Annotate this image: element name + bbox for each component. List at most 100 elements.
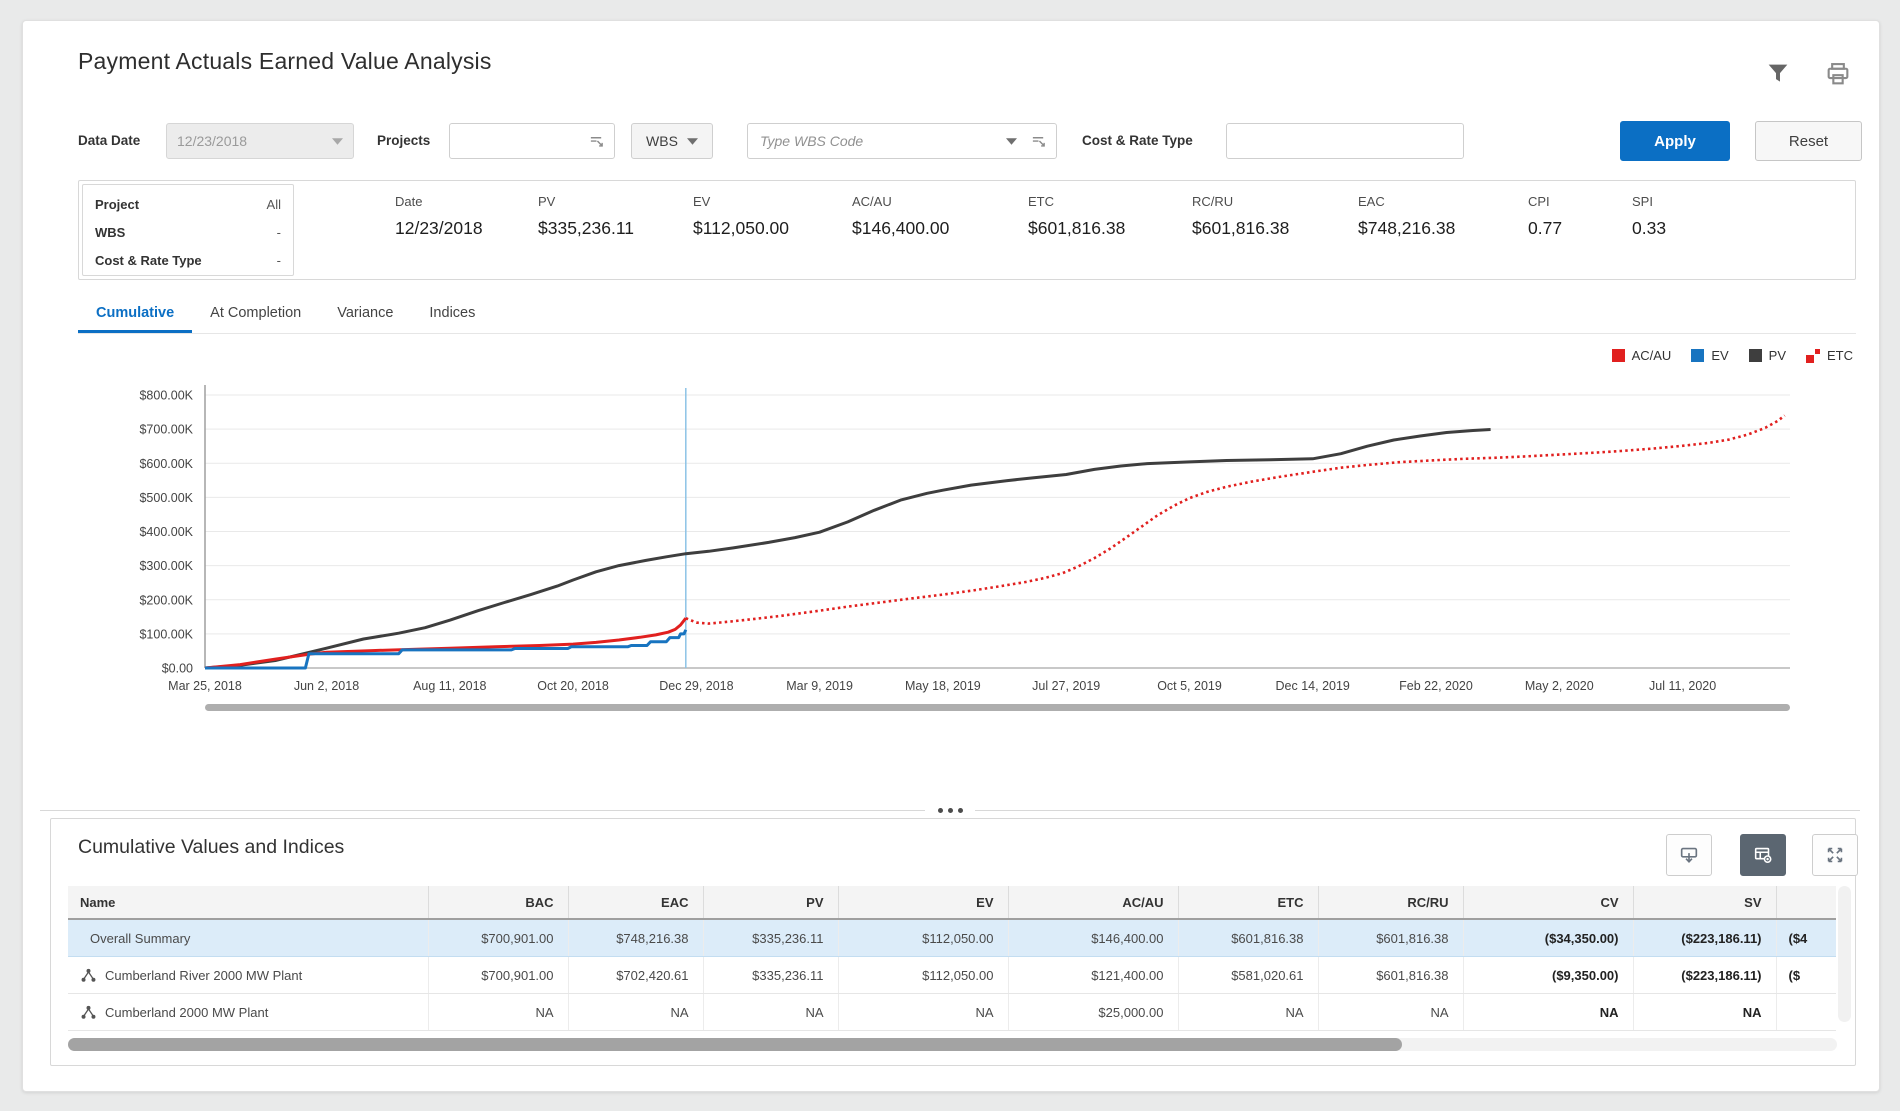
wbs-dropdown-label: WBS <box>646 133 678 149</box>
y-tick-label: $600.00K <box>139 457 193 471</box>
x-tick-label: May 18, 2019 <box>905 679 981 693</box>
summary-metric-value: $146,400.00 <box>852 218 950 238</box>
cost-rate-type-input[interactable] <box>1237 132 1453 150</box>
x-tick-label: Oct 5, 2019 <box>1157 679 1222 693</box>
legend-item-ac-au[interactable]: AC/AU <box>1611 348 1672 363</box>
legend-swatch-dotted <box>1806 348 1820 363</box>
column-header-blank[interactable] <box>1776 886 1836 920</box>
wbs-dropdown-button[interactable]: WBS <box>631 123 713 159</box>
summary-metric-ev: EV $112,050.00 <box>693 194 789 239</box>
column-header-ev[interactable]: EV <box>838 886 1009 920</box>
column-header-ac-au[interactable]: AC/AU <box>1008 886 1179 920</box>
summary-scope-row: Cost & Rate Type - <box>83 246 293 274</box>
projects-label: Projects <box>377 133 431 148</box>
summary-scope-label: WBS <box>95 224 126 240</box>
summary-metric-value: $601,816.38 <box>1028 218 1126 238</box>
column-header-etc[interactable]: ETC <box>1178 886 1319 920</box>
series-line-etc <box>685 414 1786 625</box>
grid-cell: $112,050.00 <box>838 919 1009 957</box>
summary-metric-value: $112,050.00 <box>693 218 790 238</box>
projects-input[interactable] <box>460 132 589 150</box>
tab-cumulative[interactable]: Cumulative <box>78 296 193 333</box>
grid-cell: $702,420.61 <box>568 956 704 994</box>
wbs-code-input[interactable] <box>758 132 1006 150</box>
vertical-scrollbar-track[interactable] <box>1838 886 1851 1022</box>
tab-bar: Cumulative At Completion Variance Indices <box>78 296 1856 334</box>
grid-cell: NA <box>1178 993 1319 1031</box>
grid-row[interactable]: Cumberland 2000 MW Plant NA NA NA NA $25,000.… <box>68 993 1836 1031</box>
project-icon <box>81 1005 96 1019</box>
x-tick-label: Dec 29, 2018 <box>659 679 733 693</box>
grid-cell: $581,020.61 <box>1178 956 1319 994</box>
summary-metric-label: RC/RU <box>1192 194 1234 209</box>
filter-icon[interactable] <box>1764 60 1792 88</box>
splitter-handle[interactable] <box>925 803 975 818</box>
data-date-field: 12/23/2018 <box>166 123 354 159</box>
x-tick-label: Jul 27, 2019 <box>1032 679 1100 693</box>
caret-down-icon[interactable] <box>1006 137 1017 145</box>
chart-range-slider[interactable] <box>205 704 1790 711</box>
tab-variance[interactable]: Variance <box>337 305 394 321</box>
grid-cell: NA <box>838 993 1009 1031</box>
caret-down-icon <box>332 137 343 145</box>
grid-cell: $121,400.00 <box>1008 956 1179 994</box>
grid-row[interactable]: Cumberland River 2000 MW Plant $700,901.0… <box>68 956 1836 994</box>
legend-item-ev[interactable]: EV <box>1691 348 1729 363</box>
grid-cell <box>1776 993 1836 1031</box>
tab-indices[interactable]: Indices <box>429 305 476 321</box>
summary-metric-cpi: CPI 0.77 <box>1528 194 1562 239</box>
y-tick-label: $800.00K <box>139 389 193 403</box>
summary-metric-value: 0.33 <box>1632 218 1667 238</box>
grid-cell: ($9,350.00) <box>1463 956 1634 994</box>
x-tick-label: Jun 2, 2018 <box>294 679 359 693</box>
reset-button[interactable]: Reset <box>1755 121 1862 161</box>
summary-metric-label: SPI <box>1632 194 1653 209</box>
wbs-code-field[interactable] <box>747 123 1057 159</box>
legend-item-etc[interactable]: ETC <box>1806 348 1853 363</box>
summary-metric-pv: PV $335,236.11 <box>538 194 634 239</box>
column-header-bac[interactable]: BAC <box>428 886 569 920</box>
row-name-cell: Overall Summary <box>68 919 429 957</box>
data-date-value: 12/23/2018 <box>177 133 248 149</box>
grid-header-row: Name BAC EAC PV EV AC/AU ETC RC/RU CV SV <box>68 886 1836 920</box>
summary-scope-label: Cost & Rate Type <box>95 252 202 268</box>
detach-button[interactable] <box>1666 834 1712 876</box>
grid-row[interactable]: Overall Summary $700,901.00 $748,216.38 $33… <box>68 919 1836 957</box>
summary-panel: Project All WBS - Cost & Rate Type - Date 12/2… <box>78 180 1856 280</box>
summary-metric-label: CPI <box>1528 194 1550 209</box>
summary-scope-value: - <box>276 224 281 240</box>
summary-metric-value: 0.77 <box>1528 218 1563 238</box>
grid-cell: ($ <box>1776 956 1836 994</box>
picker-icon[interactable] <box>589 134 604 149</box>
grid-cell: ($34,350.00) <box>1463 919 1634 957</box>
legend-item-pv[interactable]: PV <box>1748 348 1786 363</box>
values-grid: Name BAC EAC PV EV AC/AU ETC RC/RU CV SV Overall S… <box>68 886 1836 1031</box>
picker-icon[interactable] <box>1031 134 1046 149</box>
values-panel-title: Cumulative Values and Indices <box>78 836 345 858</box>
column-header-name[interactable]: Name <box>68 886 429 920</box>
summary-metric-label: Date <box>395 194 423 209</box>
cost-rate-type-field[interactable] <box>1226 123 1464 159</box>
column-header-eac[interactable]: EAC <box>568 886 704 920</box>
y-tick-label: $0.00 <box>162 662 193 676</box>
tab-at-completion[interactable]: At Completion <box>210 305 302 321</box>
printer-icon[interactable] <box>1824 60 1852 88</box>
grid-cell: $700,901.00 <box>428 956 569 994</box>
grid-cell: $335,236.11 <box>703 919 839 957</box>
projects-field[interactable] <box>449 123 615 159</box>
summary-scope-value: All <box>266 196 281 212</box>
column-header-cv[interactable]: CV <box>1463 886 1634 920</box>
expand-button[interactable] <box>1812 834 1858 876</box>
column-header-sv[interactable]: SV <box>1633 886 1777 920</box>
view-toggle-button[interactable] <box>1740 834 1786 876</box>
summary-scope-value: - <box>276 252 281 268</box>
column-header-pv[interactable]: PV <box>703 886 839 920</box>
horizontal-scrollbar-thumb[interactable] <box>68 1038 1402 1051</box>
apply-button[interactable]: Apply <box>1620 121 1730 161</box>
legend-label: AC/AU <box>1631 348 1672 363</box>
column-header-rc-ru[interactable]: RC/RU <box>1318 886 1464 920</box>
chart-legend: AC/AU EV PV ETC <box>1611 348 1853 363</box>
series-line-pv <box>204 428 1491 670</box>
summary-metric-label: EV <box>693 194 711 209</box>
